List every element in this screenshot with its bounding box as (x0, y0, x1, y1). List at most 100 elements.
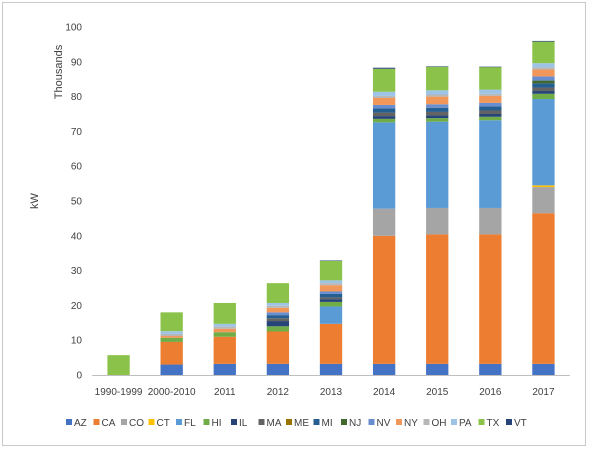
bar-segment-vt (319, 260, 343, 262)
x-tick-label: 2014 (373, 387, 396, 398)
bar-segment-fl (319, 306, 343, 324)
legend-label-vt: VT (514, 418, 527, 429)
bar-segment-tx (160, 312, 183, 332)
legend-label-ca: CA (102, 418, 116, 429)
bar-stacks (107, 40, 555, 375)
bar-segment-nv (426, 104, 449, 108)
legend-swatch-oh (423, 419, 430, 425)
bar-segment-co (532, 187, 555, 214)
bar-segment-ct (532, 185, 555, 188)
y-tick-label: 30 (71, 266, 83, 277)
legend-swatch-tx (478, 419, 485, 425)
bar-segment-ca (319, 323, 343, 364)
bar-segment-tx (426, 66, 449, 91)
bar-segment-nv (532, 76, 555, 81)
y-axis-label: kW (29, 192, 41, 209)
bar-segment-oh (213, 326, 236, 329)
bar-segment-vt (479, 66, 502, 68)
bar-segment-mi (426, 107, 449, 112)
bar-segment-ca (266, 331, 290, 364)
bar-segment-ca (532, 213, 555, 364)
bar-segment-az (319, 363, 343, 375)
legend-label-tx: TX (487, 418, 500, 429)
bar-segment-ca (372, 235, 396, 364)
bar-segment-ca (160, 341, 183, 365)
y-axis-ticks: 0 10 20 30 40 50 60 70 80 90 100 (65, 23, 82, 382)
bar-segment-oh (372, 95, 396, 98)
bar-segment-vt (372, 67, 396, 69)
y-tick-label: 70 (71, 127, 83, 138)
bar-segment-mi (319, 293, 343, 298)
x-tick-label: 2015 (426, 387, 449, 398)
legend-swatch-vt (506, 419, 512, 425)
bar-segment-pa (532, 63, 555, 68)
bar-segment-az (160, 364, 183, 375)
bar-segment-tx (319, 260, 343, 281)
bar-segment-co (479, 207, 502, 235)
bar-segment-az (266, 363, 290, 375)
bar-segment-nj (532, 80, 555, 84)
bar-segment-ma (319, 297, 343, 300)
bar-segment-ca (479, 234, 502, 364)
bar-segment-pa (266, 302, 290, 306)
bar-segment-oh (266, 305, 290, 308)
y-tick-label: 20 (71, 301, 83, 312)
legend-swatch-nv (368, 419, 375, 425)
legend-swatch-ny (396, 419, 402, 425)
x-tick-label: 2017 (532, 387, 555, 398)
y-tick-label: 60 (71, 162, 83, 173)
legend-swatch-co (121, 419, 127, 425)
bar-segment-ma (372, 112, 396, 117)
x-tick-label: 2011 (214, 387, 236, 398)
bar-segment-az (479, 363, 502, 375)
bar-segment-nv (372, 104, 396, 109)
bar-segment-hi (160, 337, 183, 342)
legend-label-co: CO (129, 418, 144, 429)
legend-swatch-az (66, 419, 72, 425)
bar-segment-tx (372, 68, 396, 92)
bar-segment-vt (532, 40, 555, 42)
bar-segment-az (426, 363, 449, 375)
bar-segment-vt (426, 66, 449, 67)
legend-swatch-mi (313, 419, 320, 425)
bar-segment-ma (532, 87, 555, 92)
bar-segment-ny (426, 96, 449, 105)
bar-segment-il (426, 115, 449, 119)
bar-segment-pa (479, 89, 502, 94)
bar-segment-hi (479, 116, 502, 121)
legend-swatch-ct (148, 419, 155, 425)
bar-segment-hi (532, 93, 555, 100)
legend: AZ CA CO CT FL HI IL MA ME MI NJ NV NY OH PA TX VT (66, 418, 527, 429)
bar-segment-tx (213, 302, 236, 324)
bar-segment-il (479, 114, 502, 117)
bar-segment-tx (266, 283, 290, 303)
bar-segment-ma (479, 110, 502, 114)
bar-segment-oh (479, 93, 502, 96)
bar-segment-hi (426, 118, 449, 122)
bar-segment-oh (426, 94, 449, 97)
bar-segment-ny (319, 285, 343, 292)
bar-segment-tx (479, 67, 502, 90)
bar-segment-ny (266, 307, 290, 313)
bar-segment-fl (426, 121, 449, 208)
legend-label-me: ME (294, 418, 309, 429)
legend-label-fl: FL (184, 418, 196, 429)
bar-segment-il (532, 91, 555, 94)
legend-swatch-fl (176, 419, 182, 425)
bar-segment-ny (532, 69, 555, 77)
bar-segment-co (426, 207, 449, 235)
bar-segment-oh (160, 333, 183, 337)
bar-segment-ma (266, 318, 290, 322)
bar-segment-il (266, 321, 290, 327)
x-tick-label: 2013 (320, 387, 343, 398)
bar-segment-co (372, 208, 396, 236)
y-tick-label: 10 (71, 336, 83, 347)
legend-label-hi: HI (212, 418, 222, 429)
bar-segment-tx (532, 41, 555, 64)
x-tick-label: 2000-2010 (148, 387, 196, 398)
legend-swatch-ca (93, 419, 100, 425)
legend-label-ma: MA (267, 418, 282, 429)
bar-segment-pa (213, 323, 236, 327)
legend-swatch-hi (203, 419, 210, 425)
bar-segment-pa (372, 91, 396, 96)
